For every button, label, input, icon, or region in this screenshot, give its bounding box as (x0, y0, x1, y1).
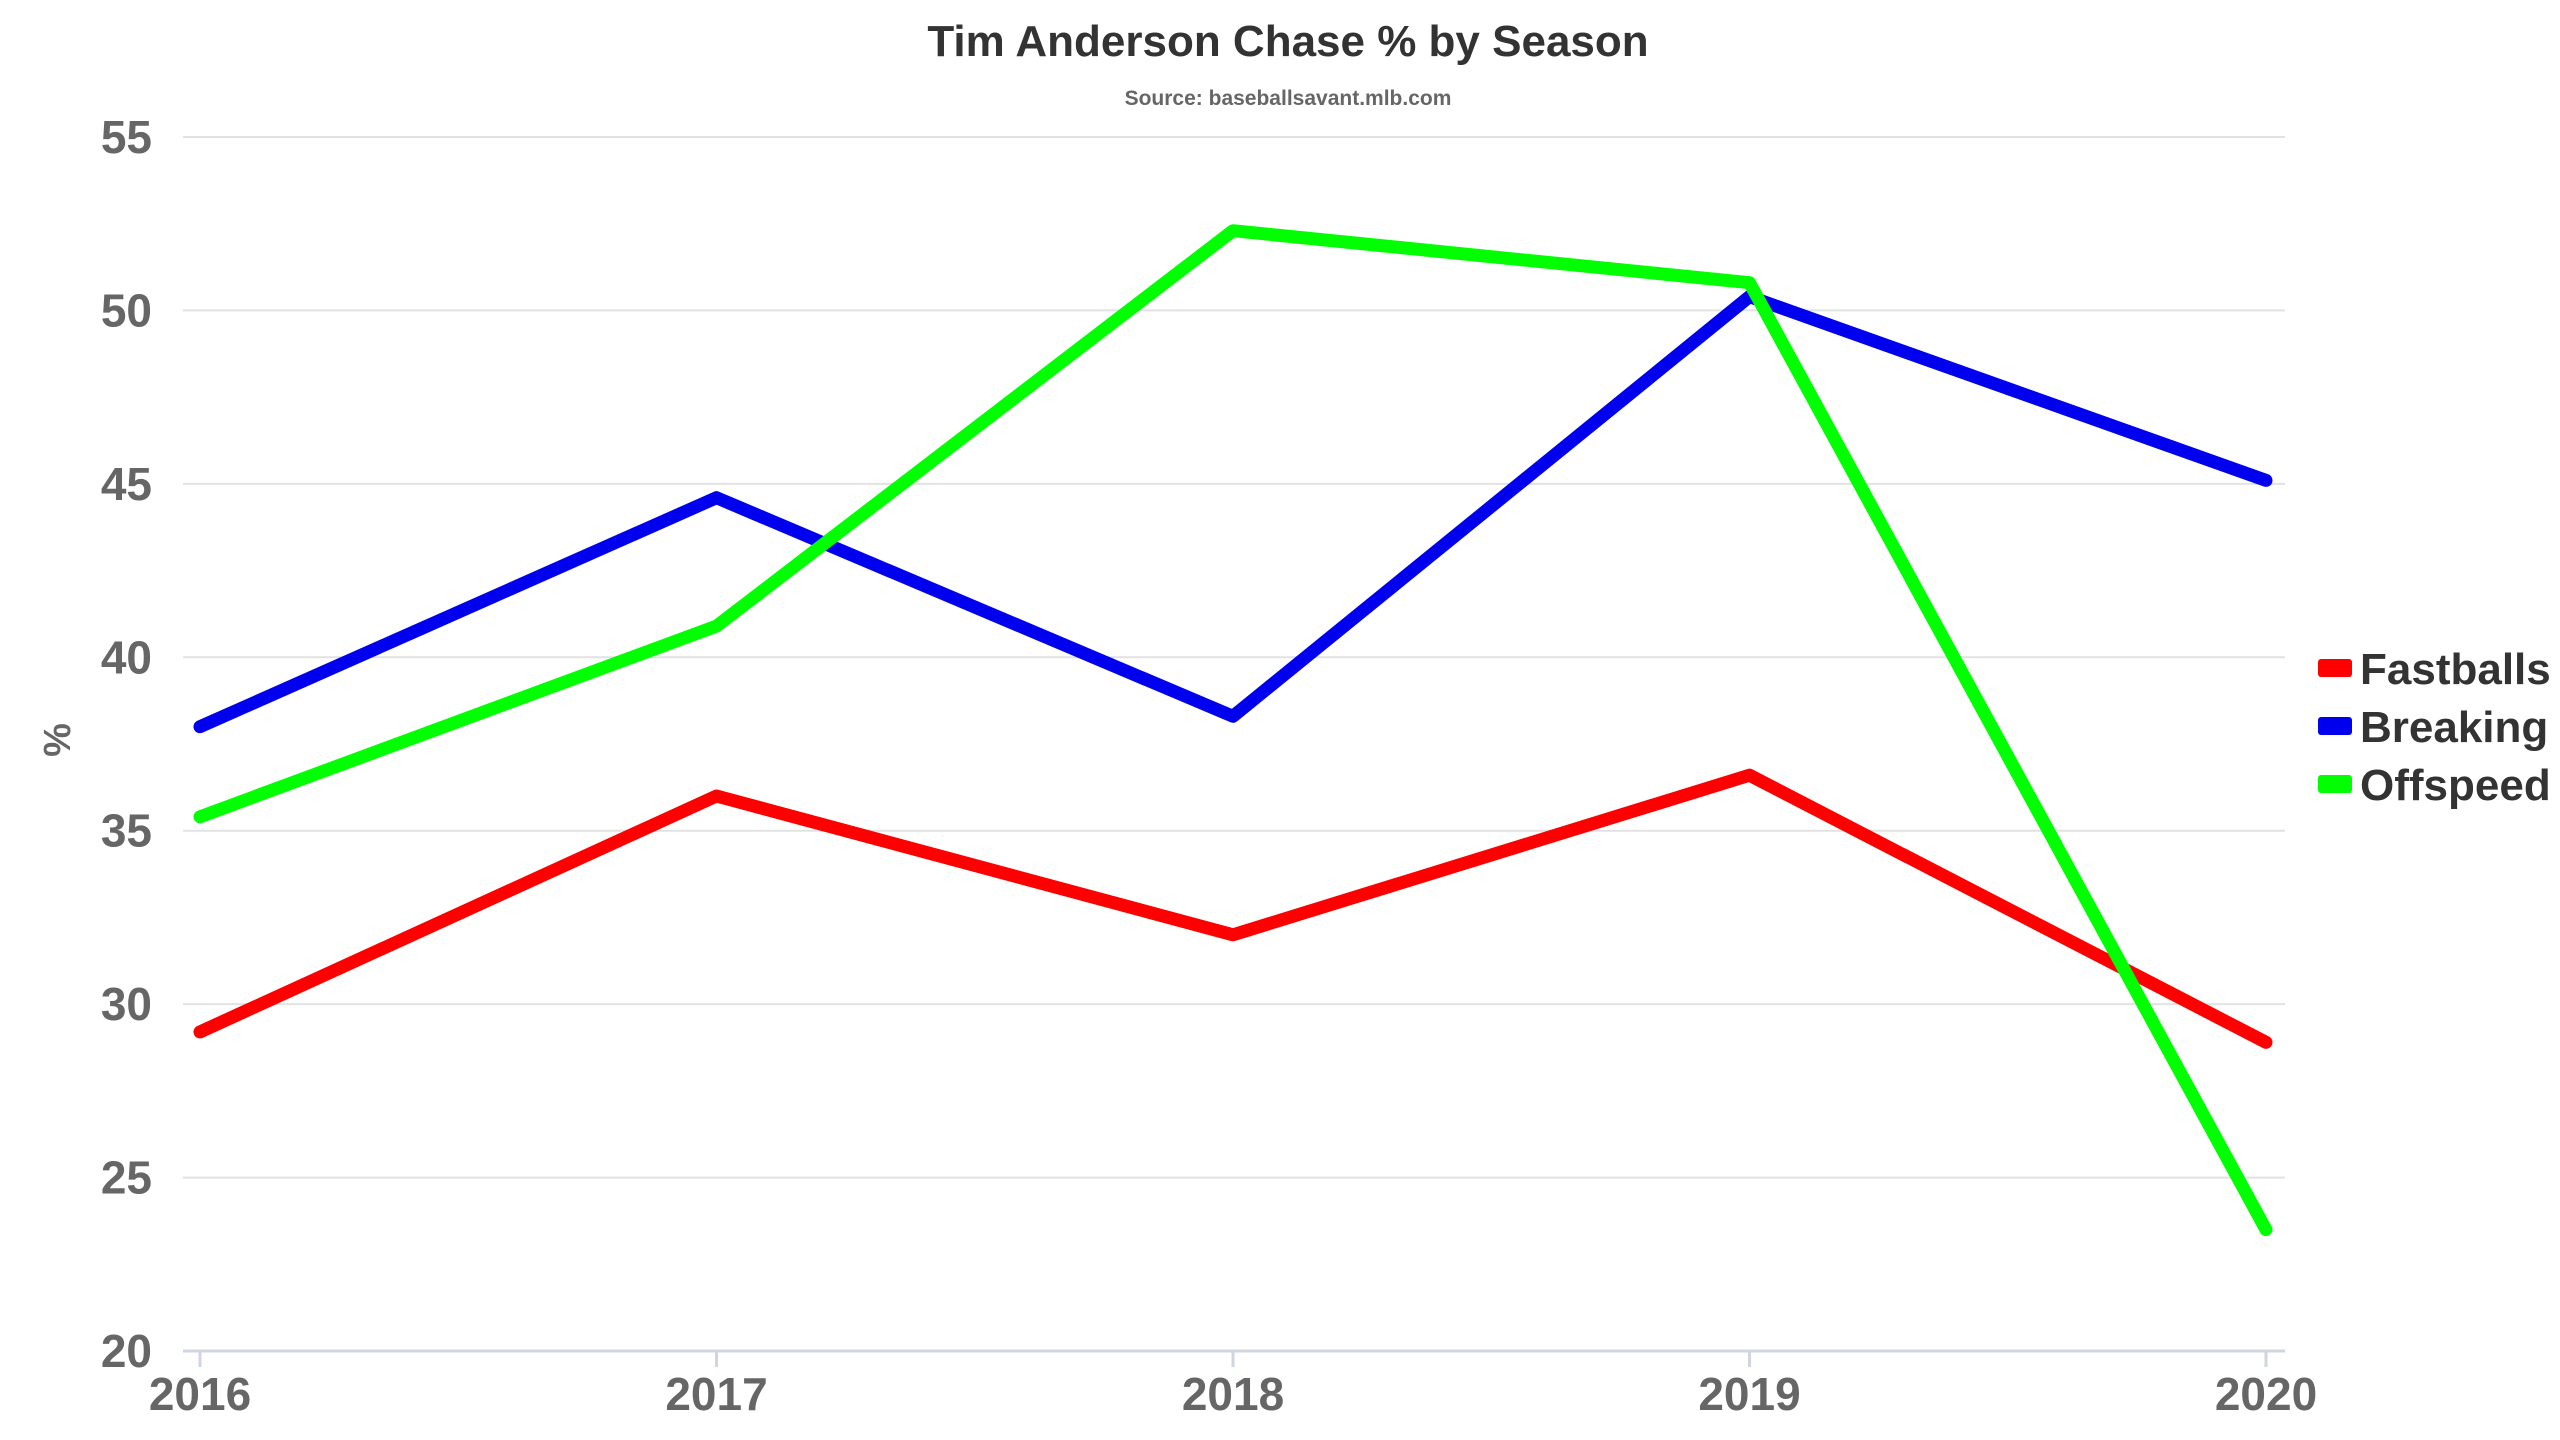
y-axis-label: % (37, 723, 79, 757)
legend: Fastballs Breaking Offspeed (2318, 645, 2551, 810)
y-tick-label: 20 (101, 1325, 152, 1377)
x-tick-label: 2016 (149, 1368, 251, 1420)
chart-title: Tim Anderson Chase % by Season (927, 17, 1648, 66)
x-tick-label: 2019 (1698, 1368, 1800, 1420)
series-line-fastballs (193, 768, 2273, 1049)
series-lines (193, 224, 2273, 1237)
series-line-offspeed (193, 224, 2273, 1237)
y-tick-label: 35 (101, 805, 152, 857)
series-line-breaking (193, 290, 2273, 734)
x-tick-label: 2020 (2215, 1368, 2317, 1420)
axes: 20 25 30 35 40 45 50 55 2016 2017 2018 2019 2020 (101, 111, 2317, 1420)
y-tick-label: 55 (101, 111, 152, 163)
legend-swatch (2318, 659, 2352, 677)
legend-swatch (2318, 717, 2352, 735)
legend-swatch (2318, 775, 2352, 793)
y-tick-label: 50 (101, 284, 152, 336)
y-tick-label: 25 (101, 1152, 152, 1204)
legend-label: Offspeed (2360, 761, 2551, 810)
x-tick-label: 2018 (1182, 1368, 1284, 1420)
legend-item-fastballs[interactable]: Fastballs (2318, 645, 2551, 694)
x-tick-label: 2017 (665, 1368, 767, 1420)
gridlines (183, 136, 2285, 1179)
legend-item-breaking[interactable]: Breaking (2318, 703, 2548, 752)
legend-label: Breaking (2360, 703, 2548, 752)
chart-subtitle: Source: baseballsavant.mlb.com (1125, 87, 1452, 110)
y-tick-label: 40 (101, 631, 152, 683)
y-tick-label: 30 (101, 978, 152, 1030)
legend-label: Fastballs (2360, 645, 2551, 694)
legend-item-offspeed[interactable]: Offspeed (2318, 761, 2551, 810)
y-tick-label: 45 (101, 458, 152, 510)
